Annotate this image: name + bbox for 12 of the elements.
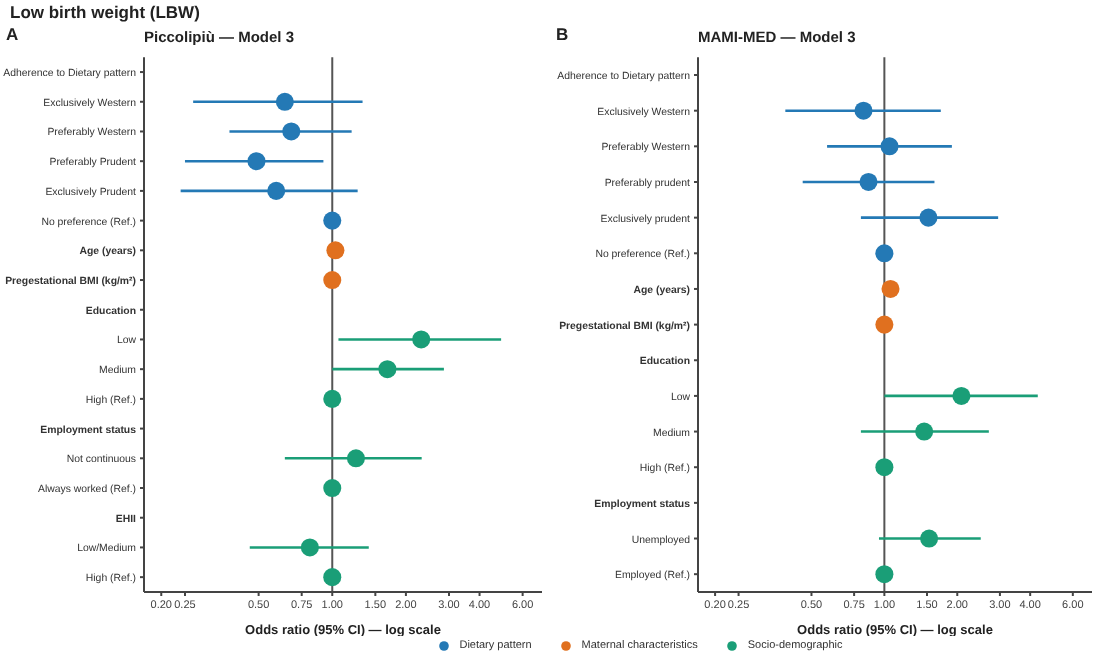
text: B: [556, 24, 569, 44]
point: [875, 244, 894, 263]
text: Low birth weight (LBW): [10, 2, 200, 22]
point: [915, 422, 934, 441]
point: [875, 458, 894, 477]
point: [920, 529, 939, 548]
point: [881, 279, 900, 298]
point: [875, 315, 894, 334]
point: [880, 137, 899, 156]
point: [875, 565, 894, 584]
text: A: [6, 24, 19, 44]
point: [919, 208, 938, 227]
